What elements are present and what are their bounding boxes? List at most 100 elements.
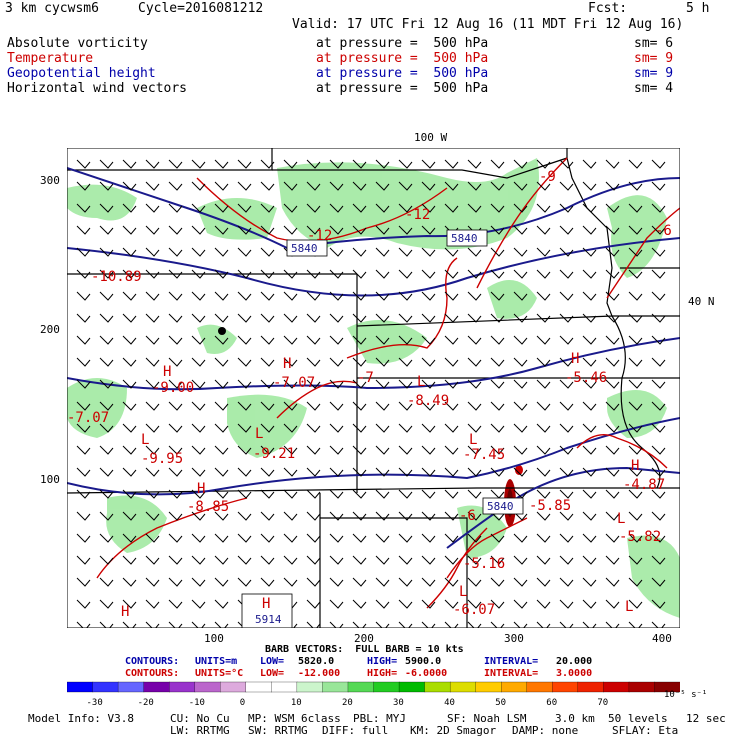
wind-barb bbox=[605, 269, 620, 279]
wind-barb bbox=[444, 555, 459, 565]
wind-barb bbox=[168, 269, 183, 279]
wind-barb bbox=[145, 511, 160, 521]
wind-barb bbox=[490, 599, 505, 609]
wind-barb bbox=[122, 357, 137, 367]
wind-barb bbox=[168, 489, 183, 499]
wind-barb bbox=[260, 467, 275, 477]
height-label: 5840 bbox=[451, 232, 478, 245]
wind-barb bbox=[99, 269, 114, 279]
wind-barb bbox=[237, 247, 252, 257]
wind-barb bbox=[536, 401, 551, 411]
wind-barb bbox=[329, 555, 344, 565]
wind-barb bbox=[191, 467, 206, 477]
wind-barb bbox=[536, 467, 551, 477]
low-center: L bbox=[617, 511, 625, 527]
wind-barb bbox=[306, 269, 321, 279]
wind-barb bbox=[375, 599, 390, 609]
wind-barb bbox=[513, 313, 528, 323]
wind-barb bbox=[398, 247, 413, 257]
temp-contour-units: UNITS=°C bbox=[195, 668, 244, 679]
wind-barb bbox=[513, 291, 528, 301]
wind-barb bbox=[329, 467, 344, 477]
wind-barb bbox=[260, 511, 275, 521]
wind-barb bbox=[651, 511, 666, 521]
wind-barb bbox=[283, 533, 298, 543]
wind-barb bbox=[421, 247, 436, 257]
wind-barb bbox=[99, 489, 114, 499]
wind-barb bbox=[605, 555, 620, 565]
wind-barb bbox=[352, 621, 367, 628]
wind-barb bbox=[214, 335, 229, 345]
wind-barb bbox=[467, 335, 482, 345]
wind-barb bbox=[329, 621, 344, 628]
wind-barb bbox=[168, 335, 183, 345]
colorbar-cell bbox=[245, 681, 272, 693]
wind-barb bbox=[352, 181, 367, 191]
wind-barb bbox=[352, 401, 367, 411]
wind-barb bbox=[306, 203, 321, 213]
footer-sflay: SFLAY: Eta bbox=[612, 724, 679, 737]
wind-barb bbox=[191, 555, 206, 565]
wind-barb bbox=[444, 181, 459, 191]
wind-barb bbox=[467, 291, 482, 301]
wind-barb bbox=[582, 181, 597, 191]
wind-barb bbox=[421, 511, 436, 521]
wind-barb bbox=[283, 467, 298, 477]
wind-barb bbox=[99, 357, 114, 367]
high-center: H bbox=[262, 596, 270, 612]
wind-barb bbox=[375, 159, 390, 169]
wind-barb bbox=[352, 423, 367, 433]
wind-barb bbox=[237, 313, 252, 323]
wind-barb bbox=[168, 203, 183, 213]
wind-barb bbox=[283, 489, 298, 499]
wind-barb bbox=[375, 269, 390, 279]
wind-barb bbox=[398, 357, 413, 367]
wind-barb bbox=[122, 511, 137, 521]
wind-barb bbox=[605, 445, 620, 455]
wind-barb bbox=[145, 225, 160, 235]
wind-barb bbox=[628, 577, 643, 587]
wind-barb bbox=[421, 423, 436, 433]
y-tick: 200 bbox=[40, 323, 60, 336]
wind-barb bbox=[467, 401, 482, 411]
temp-label: -5.16 bbox=[463, 556, 505, 572]
wind-barb bbox=[513, 621, 528, 628]
wind-barb bbox=[536, 357, 551, 367]
wind-barb bbox=[559, 401, 574, 411]
wind-barb bbox=[191, 247, 206, 257]
temp-contour-legend-label: CONTOURS: bbox=[125, 668, 180, 679]
wind-barb bbox=[191, 291, 206, 301]
wind-barb bbox=[99, 203, 114, 213]
wind-barb bbox=[76, 489, 91, 499]
wind-barb bbox=[651, 181, 666, 191]
temp-label: -5.85 bbox=[529, 498, 571, 514]
wind-barb bbox=[283, 203, 298, 213]
wind-barb bbox=[122, 599, 137, 609]
wind-barb bbox=[398, 269, 413, 279]
wind-barb bbox=[582, 159, 597, 169]
wind-barb bbox=[283, 423, 298, 433]
wind-barb bbox=[536, 555, 551, 565]
wind-barb bbox=[76, 203, 91, 213]
wind-barb bbox=[467, 269, 482, 279]
wind-barb bbox=[260, 401, 275, 411]
wind-barb bbox=[536, 313, 551, 323]
wind-barb bbox=[76, 357, 91, 367]
wind-barb bbox=[283, 379, 298, 389]
colorbar-cell bbox=[296, 681, 324, 693]
wind-barb bbox=[421, 379, 436, 389]
wind-barb bbox=[398, 225, 413, 235]
wind-barb bbox=[99, 467, 114, 477]
wind-barb bbox=[260, 335, 275, 345]
wind-barb bbox=[490, 401, 505, 411]
wind-barb bbox=[467, 247, 482, 257]
wind-barb bbox=[490, 291, 505, 301]
model-label: 3 km cycwsm6 bbox=[5, 1, 99, 16]
wind-barb bbox=[536, 445, 551, 455]
wind-barb bbox=[582, 599, 597, 609]
wind-barb bbox=[513, 401, 528, 411]
footer-diff: DIFF: full bbox=[322, 724, 389, 737]
wind-barb bbox=[283, 313, 298, 323]
colorbar-tick-label: 30 bbox=[393, 698, 404, 708]
height-label: 5840 bbox=[487, 500, 514, 513]
